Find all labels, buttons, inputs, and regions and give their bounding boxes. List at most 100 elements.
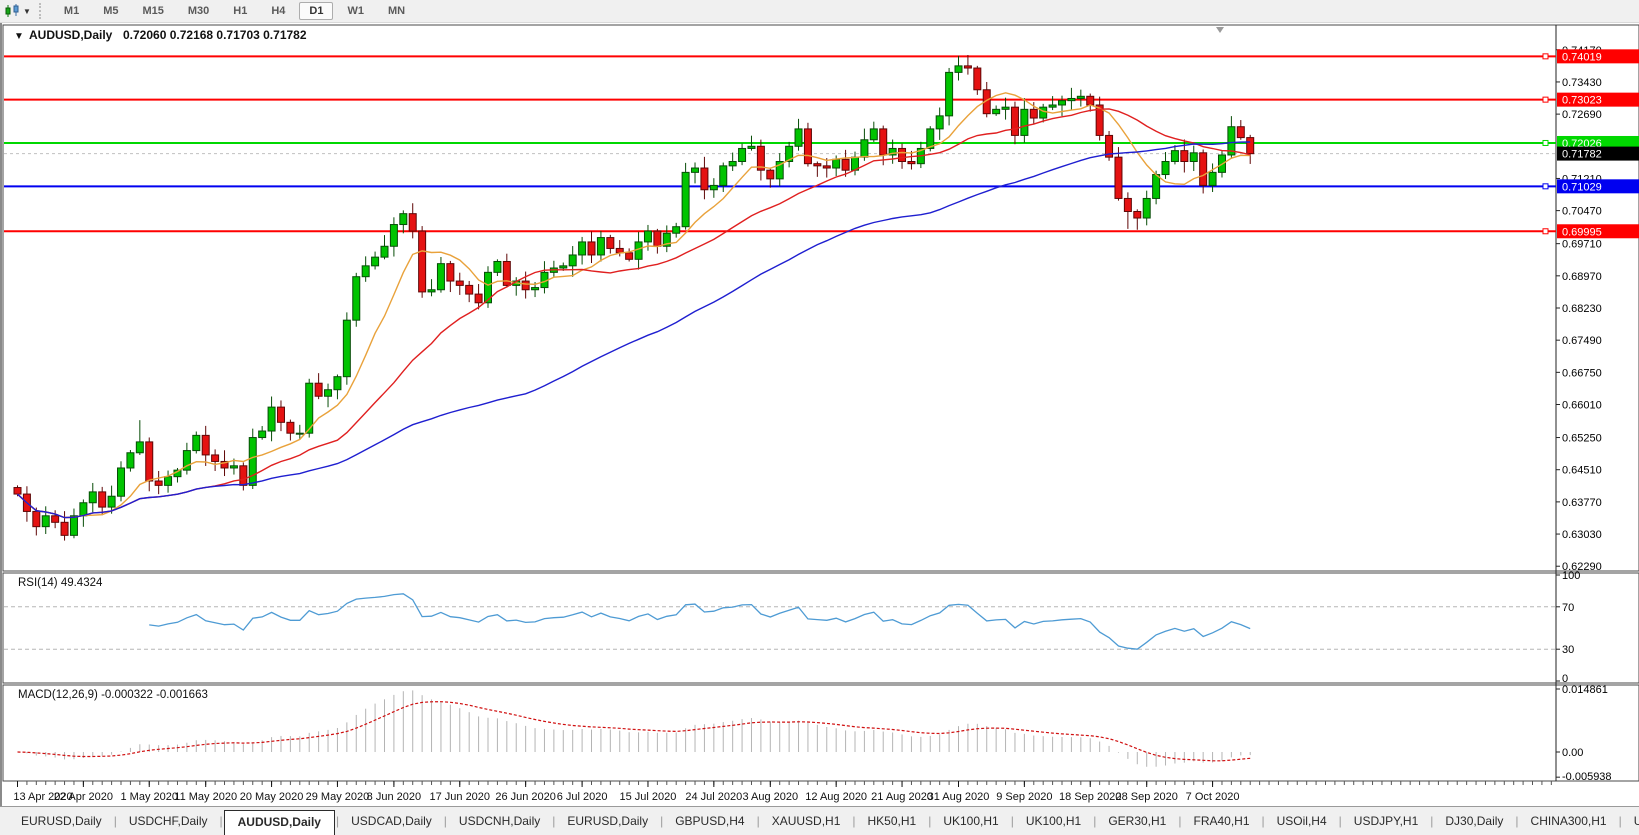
candle-body (211, 454, 220, 462)
horizontal-line-objects (4, 53, 1556, 235)
candle-body (1180, 150, 1189, 162)
candle-body (954, 65, 963, 73)
tab-separator: | (1093, 814, 1097, 828)
macd-axis-label: -0.005938 (1562, 771, 1612, 783)
hline-price-label: 0.74019 (1562, 51, 1602, 63)
tab-separator: | (1515, 814, 1519, 828)
price-axis-label: 0.63030 (1562, 529, 1602, 541)
candle-body (371, 256, 380, 267)
candle-body (672, 226, 681, 234)
timeframe-button-m5[interactable]: M5 (103, 5, 119, 17)
hline-handle[interactable] (1542, 53, 1549, 60)
chart-tab-eurusd-daily[interactable]: EURUSD,Daily (567, 814, 649, 828)
candle-body (88, 491, 97, 504)
chart-tab-gbpusd-h4[interactable]: GBPUSD,H4 (675, 814, 745, 828)
chart-type-dropdown-caret-icon[interactable]: ▼ (23, 6, 31, 16)
candle-body (361, 265, 370, 278)
chart-tab-usoil-h4[interactable]: USOil,H4 (1276, 814, 1327, 828)
chart-tab-dj30-daily[interactable]: DJ30,Daily (1445, 814, 1504, 828)
candle-body (267, 406, 276, 432)
hline-handle[interactable] (1542, 139, 1549, 146)
candle-body (813, 163, 822, 167)
hline-price-label-bg (1557, 224, 1639, 239)
candle-body (220, 460, 229, 469)
chart-tab-ger30-h1[interactable]: GER30,H1 (1108, 814, 1167, 828)
candle-body (418, 230, 427, 293)
chart-tab-xauusd-h1[interactable]: XAUUSD,H1 (771, 814, 841, 828)
candle-body (1020, 108, 1029, 136)
chart-tab-china300-h1[interactable]: CHINA300,H1 (1530, 814, 1607, 828)
candle-body (559, 265, 568, 269)
candle-body (982, 89, 991, 115)
timeframe-button-m15[interactable]: M15 (142, 5, 164, 17)
candle-body (945, 71, 954, 117)
candle-body (182, 450, 191, 471)
price-axis-label: 0.70470 (1562, 206, 1602, 218)
candle-body (521, 280, 530, 291)
timeframe-button-d1[interactable]: D1 (299, 2, 334, 20)
hline-handle[interactable] (1542, 183, 1549, 190)
date-axis-label: 13 Apr 2020 (13, 791, 72, 803)
chart-tab-fra40-h1[interactable]: FRA40,H1 (1193, 814, 1250, 828)
candle-body (484, 271, 492, 304)
candle-body (305, 382, 314, 434)
chart-tab-eurusd-daily[interactable]: EURUSD,Daily (21, 814, 102, 828)
timeframe-button-mn[interactable]: MN (387, 5, 406, 17)
chart-tab-usoil-h1[interactable]: USOil,H1 (1633, 814, 1639, 828)
candle-body (41, 515, 50, 528)
price-axis-label: 0.73430 (1562, 77, 1602, 89)
candle-body (691, 167, 700, 173)
candle-body (333, 376, 342, 391)
candle-body (1246, 137, 1255, 155)
chart-tab-audusd-daily[interactable]: AUDUSD,Daily (223, 809, 335, 835)
candle-body (756, 145, 765, 171)
candle-body (493, 260, 502, 273)
candle-body (380, 245, 389, 258)
price-axis-label: 0.68970 (1562, 271, 1602, 283)
chart-tab-usdjpy-h1[interactable]: USDJPY,H1 (1353, 814, 1419, 828)
candle-body (201, 434, 210, 456)
candle-body (192, 434, 201, 452)
candle-body (1170, 150, 1179, 162)
chart-type-icon[interactable] (4, 3, 22, 19)
candle-body (888, 147, 897, 156)
chart-collapse-caret-icon[interactable]: ▼ (14, 31, 24, 42)
date-axis-label: 6 Jul 2020 (557, 791, 608, 803)
candle-body (1039, 106, 1048, 119)
moving-average-medium (17, 108, 1251, 519)
tab-separator: | (113, 814, 117, 828)
timeframe-button-h1[interactable]: H1 (233, 5, 248, 17)
timeframe-button-w1[interactable]: W1 (347, 5, 364, 17)
hline-handle[interactable] (1542, 228, 1549, 235)
hline-price-label-bg (1557, 92, 1639, 107)
macd-panel[interactable] (2, 684, 1639, 782)
candle-body (907, 161, 916, 165)
candle-body (719, 165, 728, 186)
candle-body (1227, 126, 1236, 156)
chart-shift-marker-icon[interactable] (1216, 27, 1224, 33)
candle-body (596, 237, 605, 256)
candle-body (992, 108, 1001, 115)
chart-tab-usdcnh-daily[interactable]: USDCNH,Daily (458, 814, 541, 828)
chart-tab-hk50-h1[interactable]: HK50,H1 (867, 814, 917, 828)
chart-tab-uk100-h1[interactable]: UK100,H1 (1025, 814, 1082, 828)
hline-handle[interactable] (1542, 96, 1549, 103)
candle-body (1086, 95, 1095, 106)
candle-body (531, 287, 540, 291)
price-axis-label: 0.62290 (1562, 561, 1602, 573)
price-axis-label: 0.66750 (1562, 367, 1602, 379)
chart-tab-uk100-h1[interactable]: UK100,H1 (943, 814, 999, 828)
chart-tab-usdcad-daily[interactable]: USDCAD,Daily (351, 814, 432, 828)
candle-body (568, 254, 577, 267)
timeframe-button-m30[interactable]: M30 (187, 5, 210, 17)
candle-body (1208, 171, 1217, 186)
timeframe-button-h4[interactable]: H4 (271, 5, 286, 17)
chart-tab-usdchf-daily[interactable]: USDCHF,Daily (128, 814, 208, 828)
rsi-panel[interactable] (2, 572, 1639, 684)
candle-body (60, 521, 69, 536)
timeframe-button-m1[interactable]: M1 (63, 5, 80, 17)
chart-window: 0.741700.734300.726900.712100.704700.697… (0, 23, 1639, 806)
main-price-panel[interactable] (2, 24, 1639, 572)
candle-body (13, 487, 22, 495)
candle-body (51, 515, 60, 523)
